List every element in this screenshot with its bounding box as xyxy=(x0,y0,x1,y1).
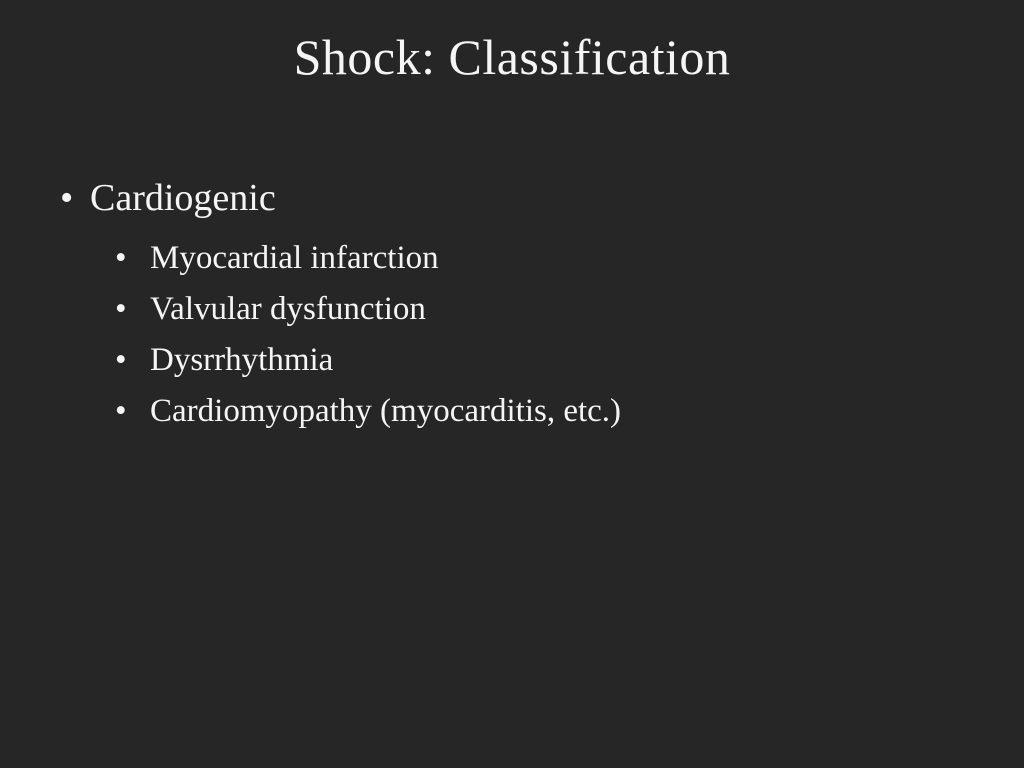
bullet-level-2-label: Myocardial infarction xyxy=(150,240,439,276)
bullet-level-2: Myocardial infarction xyxy=(115,240,974,277)
bullet-level-1: Cardiogenic xyxy=(60,176,974,220)
bullet-level-2: Dysrrhythmia xyxy=(115,342,974,379)
bullet-level-1-label: Cardiogenic xyxy=(90,177,276,219)
bullet-level-2: Cardiomyopathy (myocarditis, etc.) xyxy=(115,393,974,430)
slide-content: Cardiogenic Myocardial infarction Valvul… xyxy=(50,176,974,430)
slide-container: Shock: Classification Cardiogenic Myocar… xyxy=(0,0,1024,768)
bullet-level-2-label: Cardiomyopathy (myocarditis, etc.) xyxy=(150,393,621,429)
bullet-list: Cardiogenic Myocardial infarction Valvul… xyxy=(60,176,974,430)
slide-title: Shock: Classification xyxy=(50,28,974,86)
bullet-level-2-label: Dysrrhythmia xyxy=(150,342,333,378)
bullet-level-2-label: Valvular dysfunction xyxy=(150,291,426,327)
bullet-level-2: Valvular dysfunction xyxy=(115,291,974,328)
